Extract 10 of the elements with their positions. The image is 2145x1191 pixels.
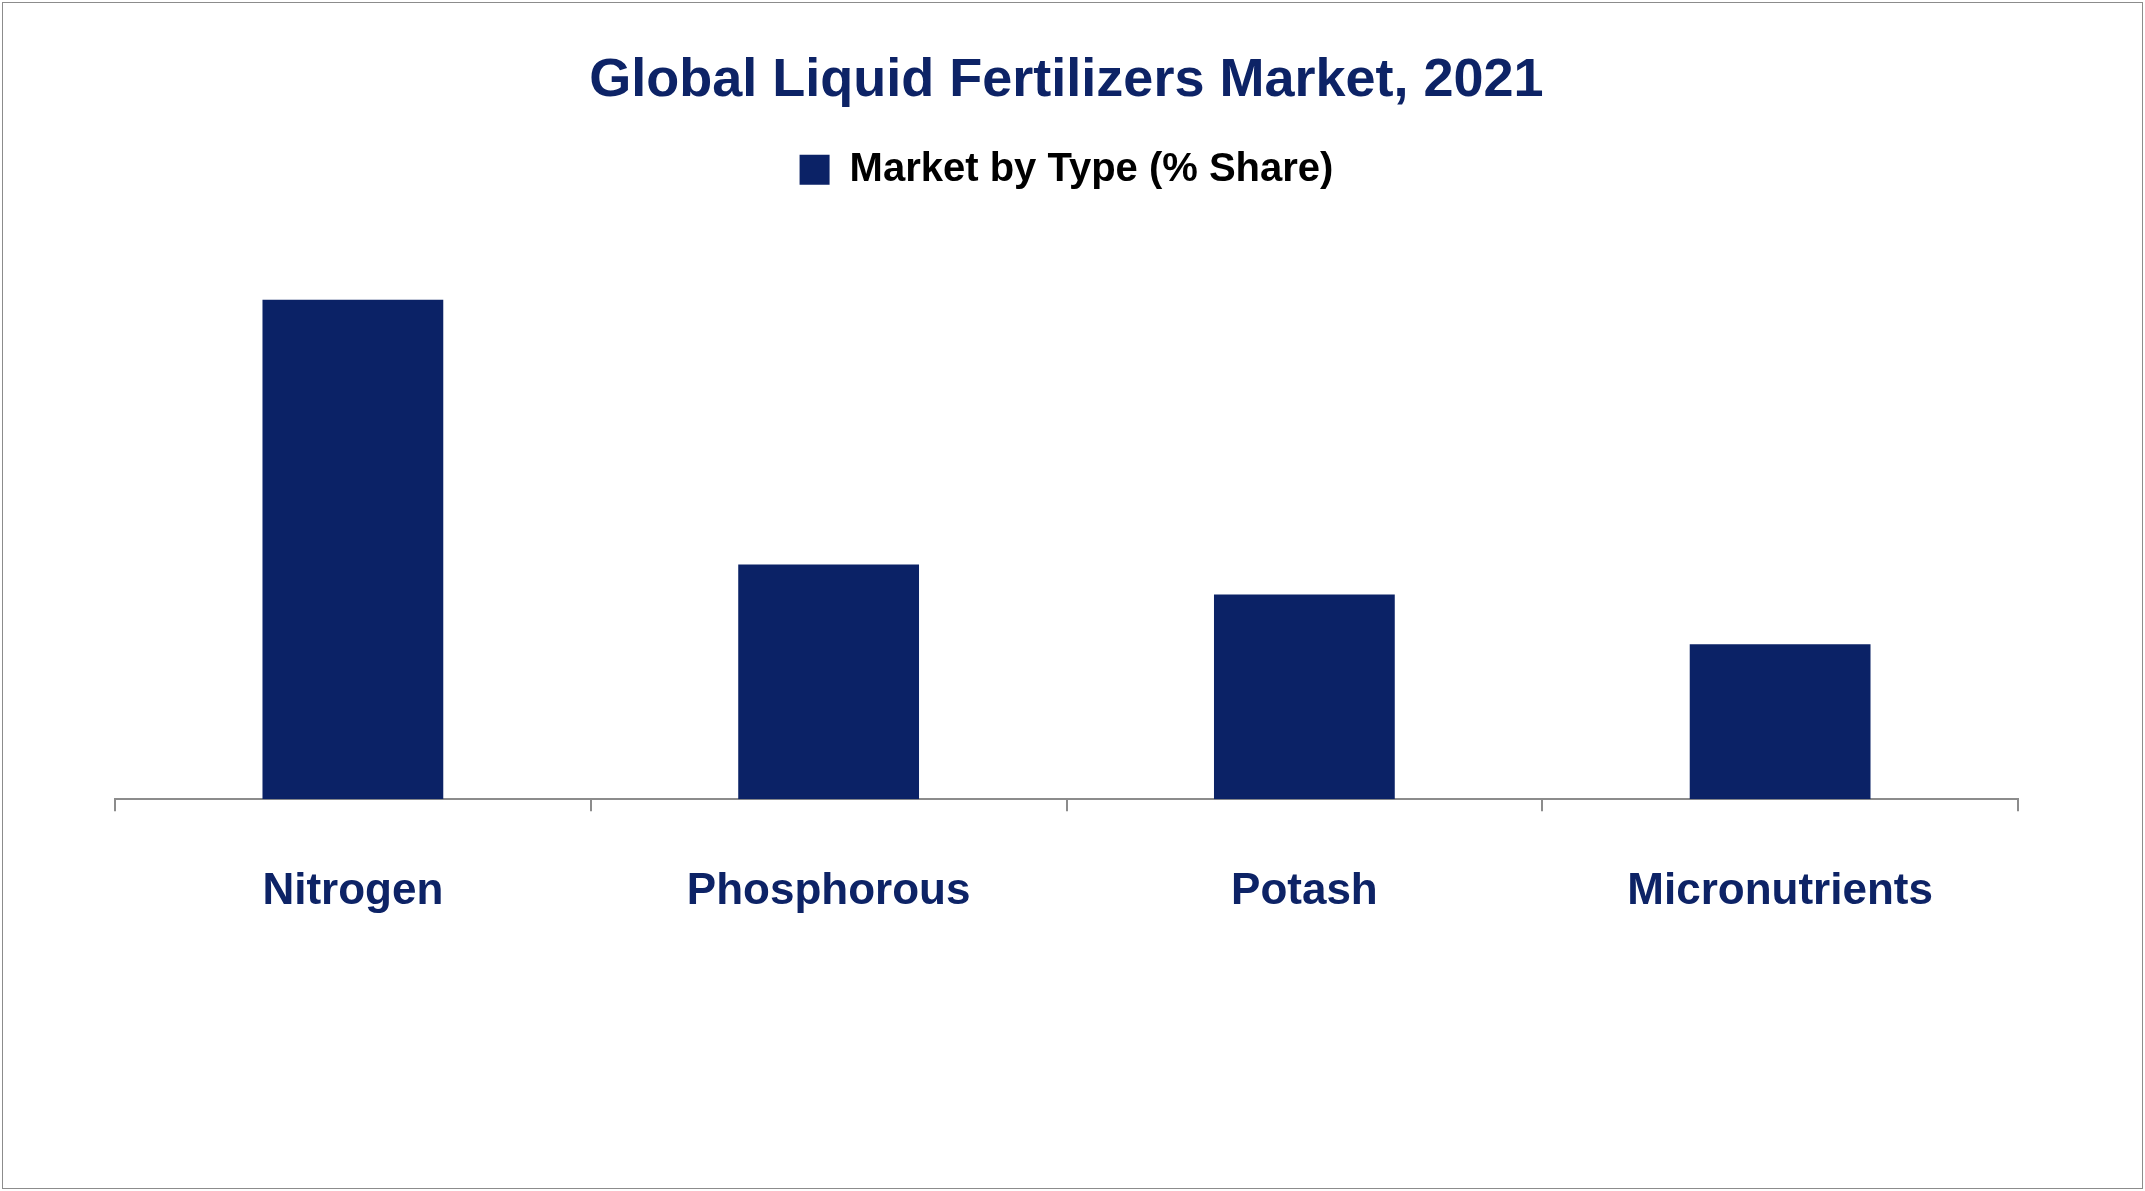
bar <box>1213 594 1395 800</box>
legend-label: Market by Type (% Share) <box>849 144 1334 189</box>
x-tick-label: Nitrogen <box>262 863 444 913</box>
bar <box>738 564 920 800</box>
x-tick-label: Micronutrients <box>1627 863 1933 913</box>
bar <box>262 299 444 800</box>
chart-title: Global Liquid Fertilizers Market, 2021 <box>589 47 1544 108</box>
x-tick-label: Phosphorous <box>686 863 971 913</box>
x-tick-label: Potash <box>1231 863 1378 913</box>
bar <box>1689 644 1871 800</box>
